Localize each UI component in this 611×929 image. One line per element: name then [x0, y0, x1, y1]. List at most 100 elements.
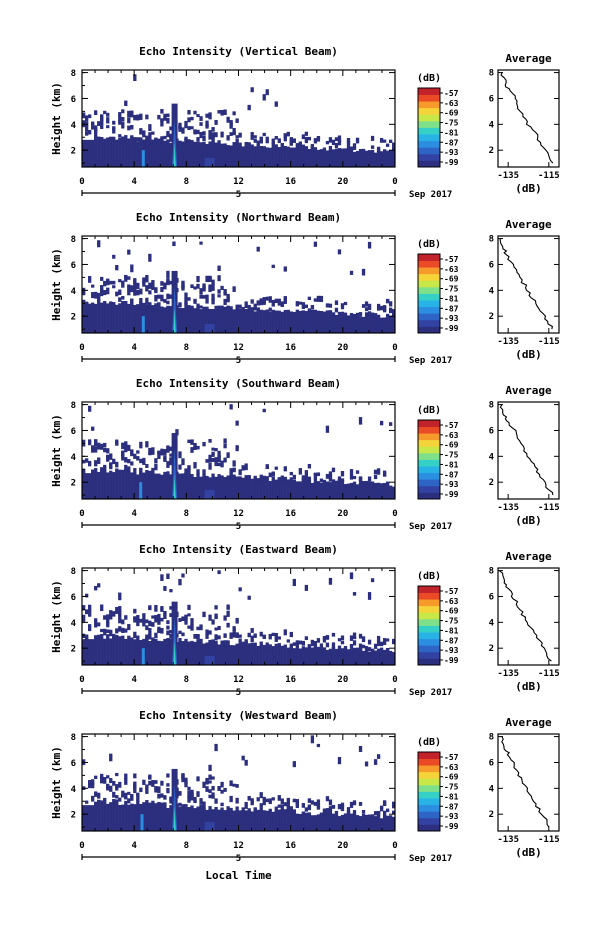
echo-cell — [334, 816, 339, 831]
echo-cell — [121, 804, 125, 810]
echo-cell — [94, 623, 98, 628]
echo-cell — [256, 246, 260, 252]
echo-cell — [340, 311, 345, 333]
echo-cell — [145, 640, 149, 665]
echo-cell — [166, 117, 170, 124]
echo-cell — [331, 479, 336, 499]
echo-cell — [379, 305, 384, 311]
profile-y-tick-label: 4 — [489, 618, 495, 628]
colorbar-swatch — [418, 625, 440, 633]
echo-cell — [352, 632, 357, 640]
echo-cell — [181, 141, 185, 167]
echo-cell — [88, 639, 92, 665]
echo-cell — [148, 302, 152, 307]
echo-cell — [97, 622, 101, 627]
echo-cell — [187, 472, 191, 499]
echo-cell — [316, 638, 321, 643]
echo-cell — [313, 472, 318, 477]
echo-cell — [325, 811, 330, 831]
echo-cell — [325, 303, 330, 308]
colorbar-tick-label: -87 — [444, 636, 459, 645]
echo-cell — [277, 310, 281, 318]
echo-cell — [274, 643, 278, 665]
echo-cell — [307, 647, 312, 665]
colorbar-tick-label: -57 — [444, 753, 459, 762]
echo-cell — [292, 648, 296, 665]
echo-cell — [220, 131, 224, 138]
echo-cell — [124, 638, 128, 665]
echo-cell — [325, 473, 330, 479]
echo-cell — [391, 810, 396, 815]
colorbar-swatch — [418, 280, 440, 288]
echo-cell — [274, 298, 278, 304]
echo-cell — [178, 618, 182, 622]
echo-cell — [226, 604, 230, 610]
echo-cell — [187, 641, 191, 665]
echo-cell — [244, 141, 248, 167]
colorbar-swatch — [418, 254, 440, 261]
echo-cell — [169, 453, 173, 457]
echo-cell — [208, 478, 212, 499]
echo-cell — [217, 474, 221, 482]
colorbar-tick-label: -57 — [444, 421, 459, 430]
profile-title: Average — [505, 52, 552, 65]
echo-cell — [202, 801, 206, 807]
echo-cell — [190, 447, 194, 453]
echo-cell — [121, 442, 125, 450]
echo-cell — [112, 633, 116, 641]
echo-cell — [85, 473, 89, 499]
echo-cell — [106, 117, 110, 124]
echo-cell — [148, 302, 152, 333]
echo-cell — [181, 573, 185, 578]
colorbar-swatch — [418, 592, 440, 600]
echo-spike — [173, 806, 176, 831]
echo-cell — [169, 457, 173, 464]
y-axis-label: Height (km) — [50, 248, 63, 321]
echo-cell — [187, 465, 191, 473]
echo-cell — [91, 805, 95, 831]
echo-spike — [139, 482, 143, 499]
colorbar-tick-label: -81 — [444, 792, 459, 801]
echo-cell — [319, 295, 324, 302]
echo-cell — [277, 809, 281, 831]
echo-cell — [145, 441, 149, 448]
echo-cell — [115, 772, 119, 777]
echo-cell — [292, 138, 296, 143]
echo-cell — [160, 802, 164, 809]
colorbar-tick-label: -87 — [444, 138, 459, 147]
colorbar-swatch — [418, 817, 440, 825]
echo-cell — [196, 445, 200, 450]
echo-cell — [184, 124, 188, 129]
echo-cell — [169, 629, 173, 634]
echo-cell — [91, 795, 95, 802]
echo-cell — [154, 619, 158, 623]
echo-cell — [280, 810, 284, 831]
echo-cell — [319, 812, 324, 819]
colorbar-swatch — [418, 153, 440, 161]
echo-cell — [187, 117, 191, 123]
colorbar-tick-label: -81 — [444, 128, 459, 137]
echo-cell — [274, 310, 278, 333]
echo-cell — [199, 294, 203, 299]
echo-cell — [325, 642, 330, 648]
colorbar-swatch — [418, 319, 440, 327]
echo-cell — [310, 815, 315, 831]
echo-cell — [100, 122, 104, 129]
profile-y-tick-label: 2 — [489, 644, 494, 654]
profile-y-tick-label: 6 — [489, 260, 494, 270]
echo-cell — [238, 634, 242, 638]
echo-cell — [367, 313, 372, 333]
echo-cell — [136, 793, 140, 801]
echo-cell — [157, 455, 161, 459]
echo-cell — [253, 475, 257, 482]
echo-cell — [97, 799, 101, 831]
echo-cell — [193, 141, 197, 167]
echo-cell — [121, 635, 125, 665]
echo-spike — [172, 448, 178, 499]
echo-cell — [268, 307, 272, 312]
echo-cell — [277, 480, 281, 499]
echo-cell — [304, 812, 309, 831]
y-tick-label: 4 — [71, 121, 77, 131]
profile-x-tick-label: -135 — [497, 337, 519, 347]
echo-cell — [208, 141, 212, 167]
